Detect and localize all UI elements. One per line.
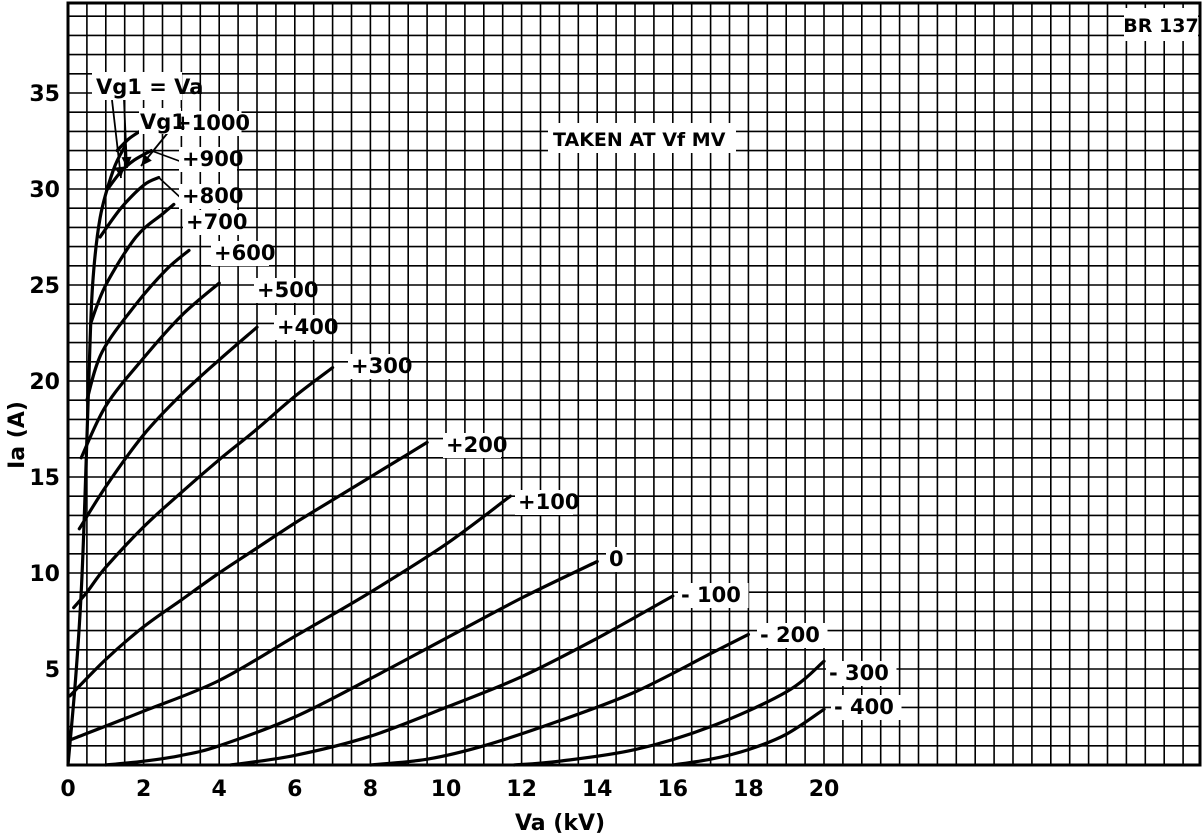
curve-labels: +1000+900+800+700+600+500+400+300+200+10… [171,111,902,720]
label-leader [158,176,183,200]
y-tick-label: 10 [29,562,60,587]
curve-label: +400 [277,315,338,339]
x-tick-label: 0 [60,777,75,802]
series-line [89,202,176,325]
curve-label: +700 [186,210,247,234]
x-tick-label: 2 [136,777,151,802]
curve-label-bg [515,490,573,515]
series-line [104,559,599,767]
curve-label-bg [826,661,897,686]
curve-label: +800 [182,184,243,208]
curve-label-bg [348,354,406,379]
curve-label-bg [606,547,627,572]
x-tick-label: 20 [809,777,840,802]
curve-label: - 100 [681,583,741,607]
x-tick-label: 6 [287,777,302,802]
curve-label-bg [443,433,501,458]
curve-label: - 400 [834,695,894,719]
y-tick-label: 20 [29,370,60,395]
curve-label-bg [183,210,241,235]
y-tick-label: 25 [29,274,60,299]
label-leaders [111,99,183,200]
curve-label: - 200 [760,623,820,647]
note-box [548,123,736,153]
curve-label-bg [171,111,242,136]
series-line [68,440,429,698]
curve-label: +200 [446,433,507,457]
curve-label: +300 [351,354,412,378]
vg-label: Vg1 [140,110,186,134]
chart-code-box [1124,8,1198,41]
x-tick-label: 8 [363,777,378,802]
series-line [512,659,826,767]
y-axis-title: Ia (A) [5,401,30,469]
curve-label: +600 [214,241,275,265]
x-tick-label: 12 [506,777,537,802]
curve-label-bg [831,695,902,720]
series-line [98,175,161,239]
y-tick-label: 15 [29,466,60,491]
label-leader [150,149,183,163]
curve-label-bg [254,278,312,303]
curves [66,129,826,767]
curve-label: +1000 [174,111,250,135]
boundary-label-box [92,72,182,100]
series-line [671,707,826,767]
curve-label: +500 [257,278,318,302]
plot-frame [66,1,1202,767]
series-line [77,325,259,531]
series-line [68,494,512,742]
boundary-arrow-head [114,166,125,178]
curve-label-bg [211,241,269,266]
x-tick-label: 18 [733,777,764,802]
vg-arrow-head [141,154,152,166]
curve-label-bg [179,184,237,209]
boundary-label: Vg1 = Va [96,75,203,99]
curve-label: - 300 [829,661,889,685]
x-axis-title: Va (kV) [515,811,605,836]
series-line [228,594,675,767]
y-tick-label: 5 [45,658,60,683]
boundary-arrow-head [121,156,132,168]
chart-code: BR 137 [1123,15,1198,37]
y-tick-labels: 5 10 15 20 25 30 35 [29,82,60,683]
x-tick-label: 10 [431,777,462,802]
series-line [115,129,142,153]
x-tick-label: 16 [657,777,688,802]
curve-label-bg [179,147,237,172]
boundary-arrow [111,99,122,179]
series-line [72,366,335,610]
series-line [79,281,221,460]
y-tick-label: 30 [29,178,60,203]
x-tick-labels: 0 2 4 6 8 10 12 14 16 18 20 [60,777,839,802]
y-tick-label: 35 [29,82,60,107]
curve-label: +100 [518,490,579,514]
series-line [85,248,191,402]
boundary-arrow [123,99,128,169]
x-tick-label: 4 [212,777,227,802]
curve-label-bg [757,623,828,648]
boundary-curve [66,145,127,767]
chart-note: TAKEN AT Vf MV [553,129,726,151]
curve-label: +900 [182,147,243,171]
curve-label-bg [678,583,749,608]
series-line [368,632,750,767]
vg-label-box [139,108,181,134]
curve-label-bg [274,315,332,340]
curve-label: 0 [609,547,624,571]
x-tick-label: 14 [582,777,613,802]
